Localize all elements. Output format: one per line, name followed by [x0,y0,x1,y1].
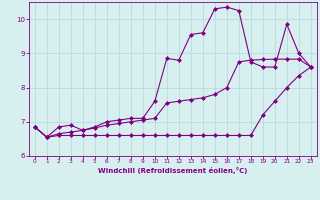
X-axis label: Windchill (Refroidissement éolien,°C): Windchill (Refroidissement éolien,°C) [98,167,247,174]
